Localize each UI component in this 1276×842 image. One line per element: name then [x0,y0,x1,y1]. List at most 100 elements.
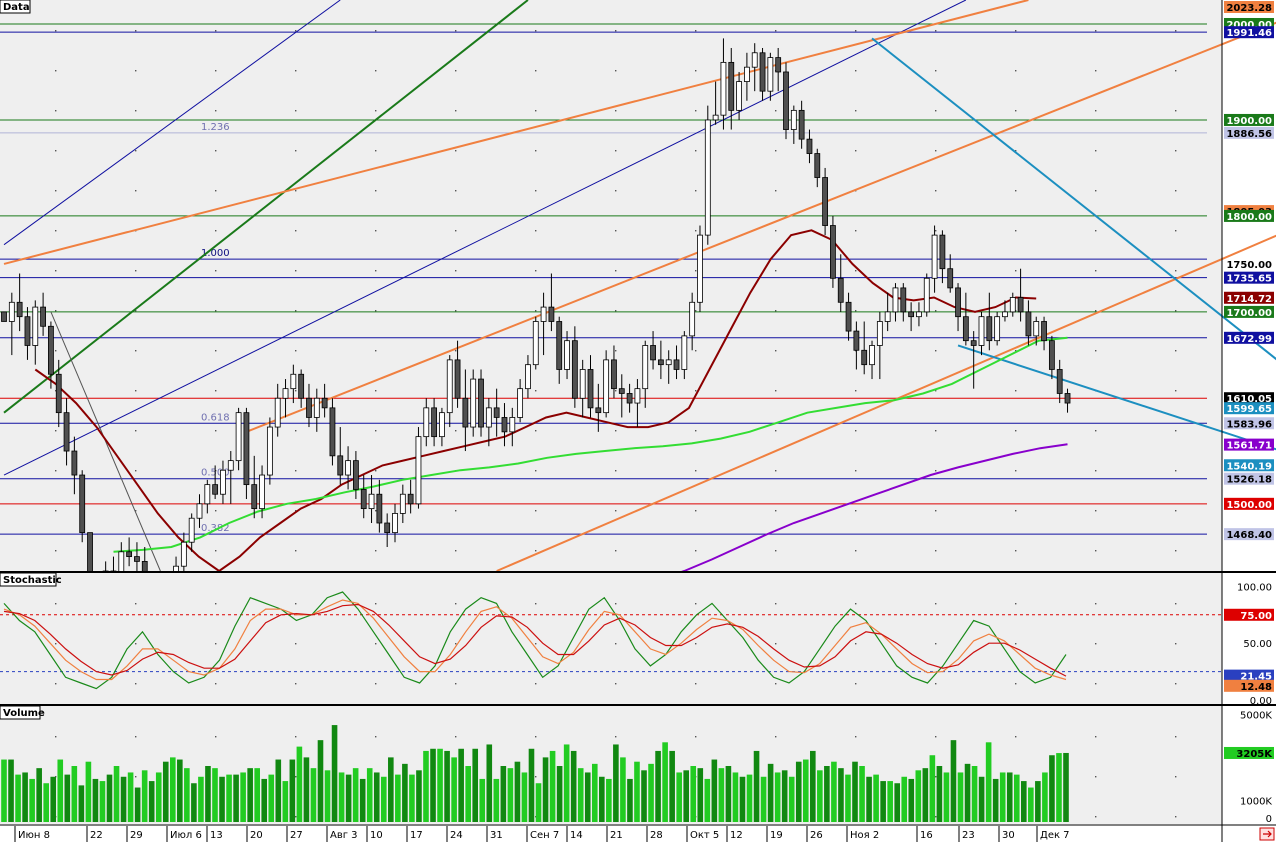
candle-body [571,340,578,399]
volume-bar [852,761,858,822]
candle-body [282,388,289,399]
candle-body [399,493,406,514]
grid-dot [775,390,777,392]
candle-body [900,287,907,313]
price-tag: 1599.65 [1226,404,1272,415]
grid-dot [695,30,697,32]
grid-dot [615,190,617,192]
volume-panel-tab[interactable]: Volume [0,705,45,720]
candle-body [634,388,641,404]
candle-body [986,316,993,342]
volume-bar [690,766,697,822]
stochastic-panel-tab[interactable]: Stochastic [0,572,62,587]
candle-body [869,345,875,366]
grid-dot [1175,110,1177,112]
candle-body [931,234,938,279]
trend-line [3,0,341,246]
volume-bar [831,761,837,822]
volume-bar [282,781,289,822]
volume-bar [1021,781,1027,822]
grid-dot [215,390,217,392]
stochastic-panel-background [0,573,1222,704]
volume-bar [542,757,549,822]
grid-dot [1015,270,1017,272]
grid-dot [1175,230,1177,232]
price-tag-background [1224,305,1274,318]
grid-dot [375,683,377,685]
candle-body [525,364,531,390]
candle-body [306,397,312,418]
volume-bar [380,776,387,822]
grid-dot [615,683,617,685]
moving-average-line [34,229,1037,573]
volume-bar [451,757,457,822]
candle-body [994,316,1001,342]
volume-bar [887,781,893,822]
grid-dot [1175,190,1177,192]
candle-body [126,551,133,558]
volume-bar [507,768,514,822]
volume-bar [198,776,204,822]
grid-dot [135,30,137,32]
grid-dot [615,270,617,272]
grid-dot [1095,510,1097,512]
grid-dot [295,150,297,152]
grid-dot [615,550,617,552]
scroll-right-button[interactable] [1259,827,1275,841]
time-label: 24 [450,830,463,841]
time-axis: Июн 8 22 29 Июл 6 13 20 27 Авг 3 10 17 24 31 Сен 7 14… [14,826,1070,842]
grid-dot [695,190,697,192]
volume-bar [127,772,134,822]
grid-dot [615,736,617,738]
grid-dot [1175,736,1177,738]
volume-bar [915,770,922,822]
grid-dot [215,110,217,112]
trend-line [246,21,1276,433]
volume-bar [416,770,422,822]
grid-dot [215,643,217,645]
candle-body [454,359,461,399]
candle-body [360,489,367,510]
volume-bar [943,772,950,822]
price-tag-background [1224,331,1274,344]
time-label: 27 [290,830,303,841]
grid-dot [775,190,777,192]
grid-dot [295,776,297,778]
grid-dot [55,230,57,232]
volume-bar [1006,772,1013,822]
grid-dot [1015,550,1017,552]
candle-body [1002,311,1008,318]
grid-dot [455,550,457,552]
grid-dot [1095,776,1097,778]
grid-dot [1095,270,1097,272]
grid-dot [215,550,217,552]
grid-dot [135,270,137,272]
price-panel-tab[interactable]: Data [0,0,31,14]
time-label: 31 [490,830,503,841]
volume-bar [838,768,844,822]
grid-dot [1095,683,1097,685]
price-tag-background [1224,438,1274,451]
volume-bar [599,776,605,822]
grid-dot [535,310,537,312]
grid-dot [935,470,937,472]
fib-level-label: 0.618 [201,412,230,423]
volume-bar [106,774,113,822]
grid-dot [375,470,377,472]
grid-dot [295,310,297,312]
grid-dot [935,350,937,352]
grid-dot [935,736,937,738]
time-label: Авг 3 [330,830,358,841]
grid-dot [1175,70,1177,72]
volume-bar [1028,787,1034,822]
grid-dot [135,683,137,685]
candle-body [962,316,969,342]
volume-bar [113,766,120,822]
candle-body [392,513,398,534]
candle-body [689,301,696,337]
candle-body [587,369,594,409]
grid-dot [935,776,937,778]
grid-dot [775,683,777,685]
volume-bar [971,766,978,822]
candle-body [861,349,868,366]
